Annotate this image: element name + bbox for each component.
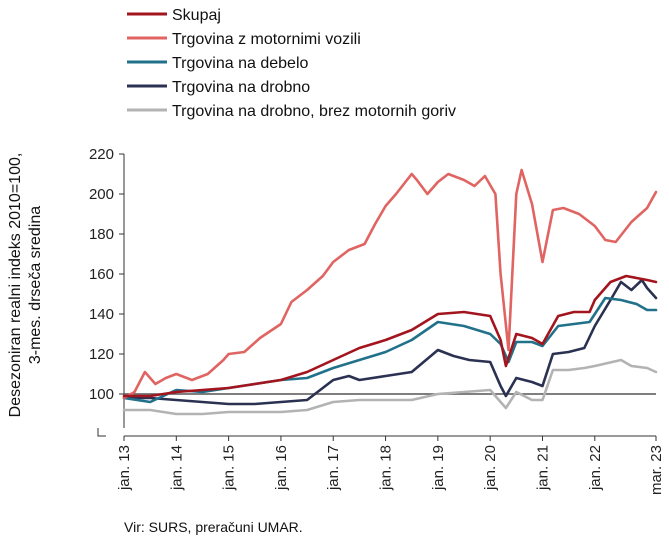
series-line-2: [122, 168, 658, 400]
y-tick-label: 200: [89, 186, 114, 203]
legend-label: Trgovina na drobno, brez motornih goriv: [172, 103, 456, 120]
x-tick-label: jan. 14: [168, 445, 185, 491]
x-tick-label: jan. 15: [221, 445, 238, 491]
legend-label: Trgovina z motornimi vozili: [172, 31, 361, 48]
legend-label: Trgovina na debelo: [172, 55, 308, 72]
legend-label: Skupaj: [172, 7, 221, 24]
legend-label: Trgovina na drobno: [172, 79, 310, 96]
x-tick-label: mar. 23: [648, 445, 665, 495]
y-tick-label: 220: [89, 146, 114, 163]
series-line-1: [122, 274, 658, 398]
x-tick-label: jan. 19: [430, 445, 447, 491]
y-axis-label-line: Desezoniran realni indeks 2010=100,: [7, 153, 24, 418]
x-tick-label: jan. 22: [587, 445, 604, 491]
series-line-5: [122, 358, 658, 416]
x-axis: jan. 13 jan. 14 jan. 15 jan. 16 jan. 17 jan. …: [116, 435, 665, 495]
y-tick-label: 160: [89, 266, 114, 283]
y-tick-label: 120: [89, 346, 114, 363]
x-tick-label: jan. 20: [482, 445, 499, 491]
plot-area: [122, 168, 658, 416]
x-tick-label: jan. 17: [325, 445, 342, 491]
y-tick-label: 100: [89, 386, 114, 403]
y-tick-label: 180: [89, 226, 114, 243]
y-tick-label: 140: [89, 306, 114, 323]
legend: Skupaj Trgovina z motornimi vozili Trgovin…: [127, 7, 456, 120]
y-axis-label: Desezoniran realni indeks 2010=100, 3-mes…: [7, 153, 44, 418]
source-note: Vir: SURS, preračuni UMAR.: [124, 519, 303, 535]
y-axis: 100 120 140 160 180 200 220: [89, 146, 125, 437]
series-line-4: [122, 278, 658, 406]
x-tick-label: jan. 13: [116, 445, 133, 491]
x-tick-label: jan. 18: [378, 445, 395, 491]
y-axis-label-line: 3-mes. drseča sredina: [27, 206, 44, 364]
x-tick-label: jan. 16: [273, 445, 290, 491]
x-tick-label: jan. 21: [534, 445, 551, 491]
axis-break-icon: [97, 428, 106, 437]
